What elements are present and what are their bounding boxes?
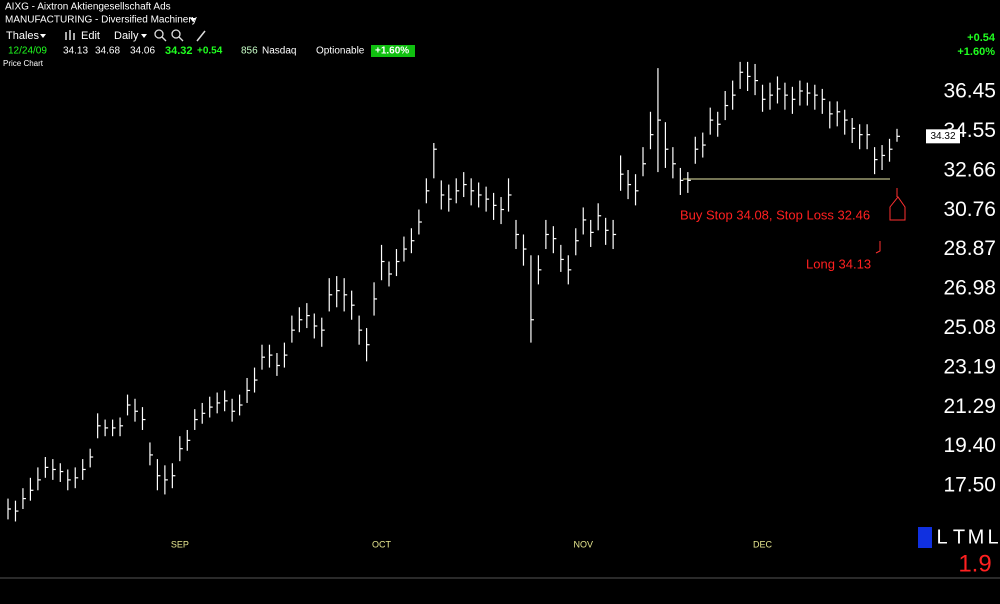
order-annotation: Buy Stop 34.08, Stop Loss 32.46 xyxy=(680,207,870,222)
y-tick-label: 36.45 xyxy=(943,80,996,103)
period-menu[interactable]: Daily xyxy=(114,30,139,42)
zoom-out[interactable] xyxy=(171,29,184,42)
quote-exchange: Nasdaq xyxy=(262,46,296,57)
quote-optionable: Optionable xyxy=(316,46,365,57)
dropdown-arrow[interactable] xyxy=(40,34,46,38)
quote-low: 34.06 xyxy=(130,46,155,57)
tab[interactable]: T xyxy=(953,526,965,548)
side-value: 1.9 xyxy=(958,550,991,577)
quote-date: 12/24/09 xyxy=(8,46,47,57)
draw-tool[interactable] xyxy=(196,30,206,42)
quote-change: +0.54 xyxy=(197,46,223,57)
side-change-pct: +1.60% xyxy=(957,46,995,58)
last-price-label: 34.32 xyxy=(930,131,955,142)
y-tick-label: 28.87 xyxy=(943,237,996,260)
y-tick-label: 23.19 xyxy=(943,355,996,378)
y-tick-label: 21.29 xyxy=(943,395,996,418)
quote-last: 34.32 xyxy=(165,45,193,57)
y-tick-label: 32.66 xyxy=(943,158,996,181)
y-tick-label: 30.76 xyxy=(943,198,996,221)
position-marker xyxy=(875,241,881,254)
position-annotation: Long 34.13 xyxy=(806,256,871,271)
y-tick-label: 19.40 xyxy=(943,434,996,457)
tab[interactable]: L xyxy=(987,526,998,548)
account-menu[interactable]: Thales xyxy=(6,30,40,42)
bar-icon[interactable] xyxy=(65,30,75,40)
quote-open: 34.13 xyxy=(63,46,88,57)
tab-highlight xyxy=(918,527,932,548)
industry[interactable]: MANUFACTURING - Diversified Machinery xyxy=(5,15,197,26)
y-tick-label: 25.08 xyxy=(943,316,996,339)
tab[interactable]: L xyxy=(936,526,947,548)
change-pct-box xyxy=(371,45,415,57)
x-tick-label: NOV xyxy=(573,539,593,549)
last-price-box xyxy=(926,129,960,144)
quote-high: 34.68 xyxy=(95,46,120,57)
symbol-title: AIXG - Aixtron Aktiengesellschaft Ads xyxy=(5,2,171,13)
order-marker xyxy=(889,188,906,221)
x-tick-label: OCT xyxy=(372,539,392,549)
y-tick-label: 26.98 xyxy=(943,277,996,300)
panel-label: Price Chart xyxy=(3,59,44,68)
x-tick-label: SEP xyxy=(171,539,189,549)
zoom-in[interactable] xyxy=(154,29,167,42)
tab[interactable]: M xyxy=(968,526,985,548)
x-tick-label: DEC xyxy=(753,539,773,549)
dropdown-arrow[interactable] xyxy=(190,18,196,22)
dropdown-arrow[interactable] xyxy=(141,34,147,38)
edit-button[interactable]: Edit xyxy=(81,30,100,42)
quote-change-pct: +1.60% xyxy=(375,46,409,57)
quote-volume: 856 xyxy=(241,46,258,57)
side-change: +0.54 xyxy=(967,32,996,44)
y-tick-label: 17.50 xyxy=(943,474,996,497)
